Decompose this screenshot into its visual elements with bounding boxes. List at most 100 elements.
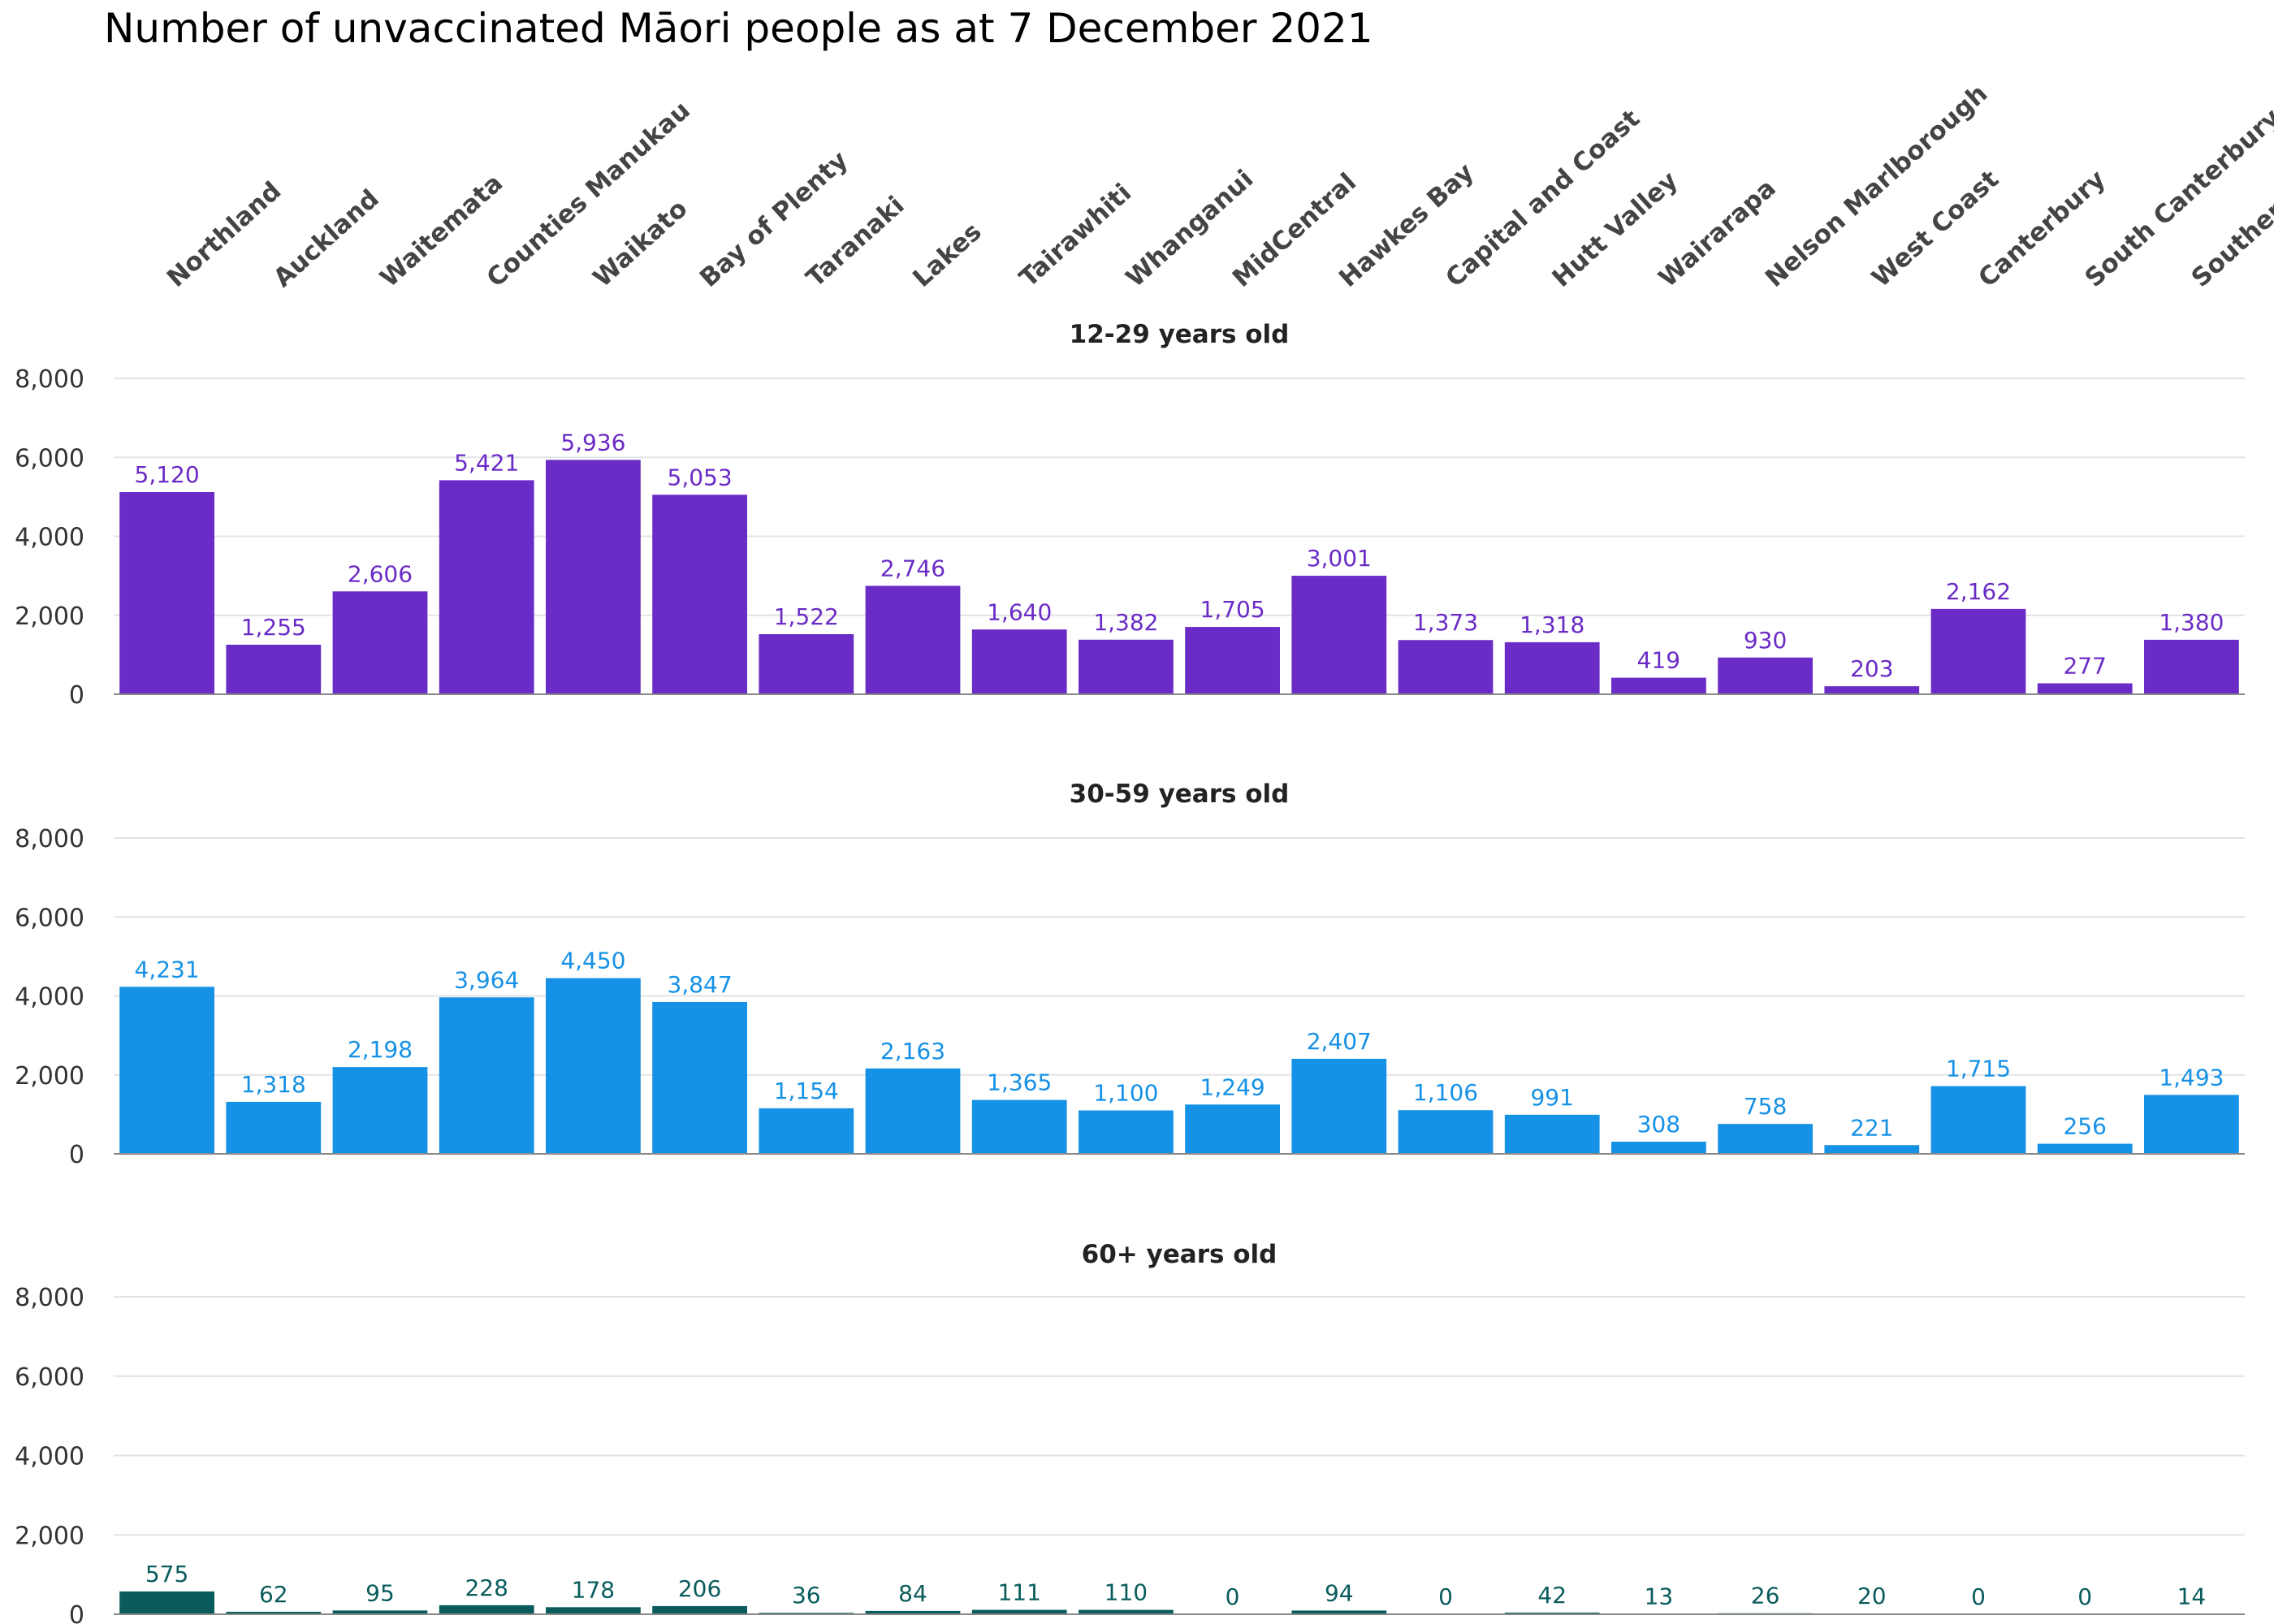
data-label: 2,606 (348, 560, 413, 587)
bar-taranaki (759, 1108, 854, 1154)
data-label: 575 (145, 1561, 188, 1587)
data-label: 5,936 (560, 429, 625, 456)
bar-capital-and-coast (1398, 640, 1494, 694)
data-label: 206 (678, 1575, 721, 1602)
y-tick-label: 8,000 (15, 825, 84, 853)
data-label: 1,255 (241, 614, 306, 641)
data-label: 4,231 (135, 956, 200, 983)
data-label: 2,198 (348, 1036, 413, 1063)
data-label: 1,154 (774, 1078, 839, 1104)
data-label: 2,163 (880, 1038, 945, 1065)
bar-hawkes-bay (1291, 1058, 1387, 1154)
bar-canterbury (1930, 608, 2026, 694)
data-label: 1,380 (2159, 609, 2224, 636)
bar-tairawhiti (971, 1609, 1067, 1614)
bar-hutt-valley (1504, 641, 1600, 694)
data-label: 2,162 (1946, 578, 2011, 605)
bar-lakes (865, 585, 961, 694)
x-label-south-canterbury: South Canterbury (2079, 103, 2274, 293)
data-label: 203 (1850, 655, 1893, 682)
data-label: 0 (1438, 1583, 1453, 1610)
bar-waitemata (332, 1610, 428, 1614)
data-label: 26 (1751, 1583, 1780, 1609)
data-label: 84 (898, 1580, 927, 1607)
bar-northland (119, 987, 214, 1154)
bar-counties-manukau (439, 480, 534, 694)
data-label: 5,421 (454, 449, 519, 476)
bar-nelson-marlborough (1718, 657, 1813, 694)
bar-midcentral (1185, 627, 1280, 694)
data-label: 20 (1857, 1583, 1887, 1609)
x-label-tairawhiti: Tairawhiti (1014, 178, 1137, 293)
data-label: 4,450 (560, 948, 625, 974)
data-label: 5,120 (135, 461, 200, 488)
chart-title: Number of unvaccinated Māori people as a… (104, 5, 1373, 52)
bar-bay-of-plenty (652, 1001, 747, 1154)
data-label: 930 (1744, 627, 1787, 654)
data-label: 14 (2177, 1583, 2207, 1609)
bar-south-canterbury (2037, 1143, 2133, 1154)
data-label: 1,100 (1093, 1080, 1158, 1107)
data-label: 42 (1537, 1582, 1567, 1609)
bar-waikato (546, 978, 641, 1154)
y-tick-label: 0 (69, 1141, 84, 1169)
x-label-nelson-marlborough: Nelson Marlborough (1760, 79, 1993, 293)
y-tick-label: 4,000 (15, 524, 84, 552)
x-label-auckland: Auckland (268, 184, 385, 293)
data-label: 256 (2063, 1113, 2106, 1140)
panel-title: 60+ years old (1082, 1240, 1278, 1269)
bar-taranaki (759, 633, 854, 694)
data-label: 3,001 (1307, 545, 1372, 572)
bar-waitemata (332, 1067, 428, 1154)
bar-whanganui (1079, 1609, 1174, 1614)
y-tick-label: 6,000 (15, 904, 84, 932)
data-label: 178 (572, 1576, 615, 1603)
data-label: 419 (1637, 647, 1680, 674)
y-tick-label: 6,000 (15, 444, 84, 473)
panel-30-59-years-old: 30-59 years old 0 2,000 4,000 6,000 8,000 4,23… (15, 780, 2245, 1169)
data-label: 0 (2077, 1583, 2092, 1610)
data-label: 1,705 (1200, 596, 1265, 623)
x-label-northland: Northland (162, 176, 287, 293)
bar-northland (119, 1591, 214, 1614)
data-label: 13 (1645, 1583, 1674, 1609)
panel-title: 30-59 years old (1070, 780, 1290, 809)
data-label: 0 (1226, 1583, 1240, 1610)
bar-hawkes-bay (1291, 1610, 1387, 1614)
y-tick-label: 4,000 (15, 983, 84, 1012)
bar-northland (119, 492, 214, 694)
data-label: 1,318 (1520, 611, 1584, 638)
bar-west-coast (1824, 686, 1920, 694)
data-label: 1,318 (241, 1071, 306, 1098)
bar-hawkes-bay (1291, 576, 1387, 694)
bar-capital-and-coast (1398, 1110, 1494, 1154)
bar-waikato (546, 1607, 641, 1614)
bar-southern (2144, 1095, 2239, 1154)
bar-southern (2144, 639, 2239, 694)
bar-tairawhiti (971, 629, 1067, 694)
bar-lakes (865, 1610, 961, 1614)
data-label: 1,382 (1093, 609, 1158, 636)
data-label: 5,053 (668, 464, 733, 490)
data-label: 308 (1637, 1111, 1680, 1138)
y-tick-label: 0 (69, 1601, 84, 1624)
data-label: 1,373 (1413, 609, 1478, 636)
y-tick-label: 0 (69, 681, 84, 710)
bar-hutt-valley (1504, 1612, 1600, 1614)
y-tick-label: 8,000 (15, 1284, 84, 1312)
x-label-lakes: Lakes (907, 217, 987, 293)
data-label: 36 (792, 1582, 821, 1609)
bar-lakes (865, 1068, 961, 1154)
bar-bay-of-plenty (652, 495, 747, 694)
x-label-waikato: Waikato (588, 194, 694, 293)
bar-whanganui (1079, 1110, 1174, 1154)
bar-tairawhiti (971, 1099, 1067, 1154)
y-tick-label: 4,000 (15, 1443, 84, 1471)
data-label: 3,964 (454, 966, 519, 993)
data-label: 277 (2063, 653, 2106, 680)
y-tick-label: 6,000 (15, 1363, 84, 1392)
data-label: 1,365 (987, 1069, 1052, 1096)
panel-12-29-years-old: 12-29 years old 0 2,000 4,000 6,000 8,000 5,12… (15, 320, 2245, 710)
